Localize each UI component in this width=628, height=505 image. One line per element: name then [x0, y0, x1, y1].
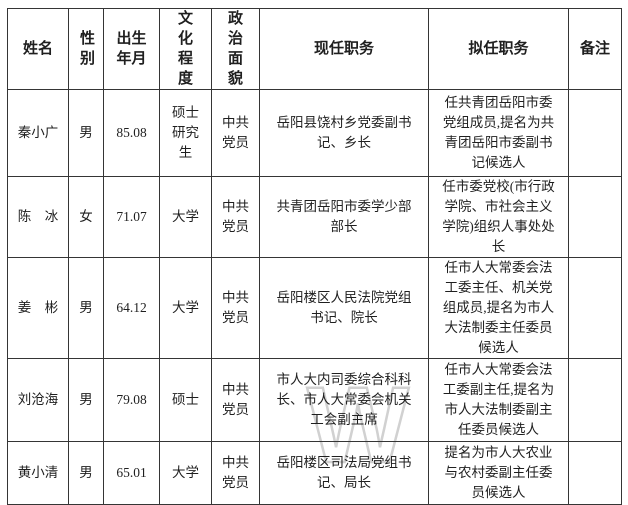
cell-birth: 65.01: [103, 441, 160, 505]
cell-political: 中共党员: [211, 358, 260, 442]
cell-proposed: 任市人大常委会法工委副主任,提名为市人大法制委副主任委员候选人: [428, 358, 569, 442]
cell-name: 刘沧海: [7, 358, 69, 442]
cell-birth: 64.12: [103, 257, 160, 359]
cell-name: 陈 冰: [7, 176, 69, 258]
cell-gender: 女: [68, 176, 104, 258]
table-row: 秦小广男 85.08 硕士研究生 中共党员 岳阳县饶村乡党委副书记、乡长 任共青团岳阳市委…: [7, 89, 622, 177]
table-row: 陈 冰女 71.07 大学 中共党员 共青团岳阳市委学少部部长 任市委党校(市行政学院、市…: [7, 176, 622, 258]
personnel-announcement-table: 姓名 性别 出生年月 文化程度 政治面貌 现任职务 拟任职务 备注 秦小广男 85…: [7, 8, 622, 505]
cell-remarks: [568, 441, 622, 505]
cell-proposed: 任市委党校(市行政学院、市社会主义学院)组织人事处处长: [428, 176, 569, 258]
cell-gender: 男: [68, 358, 104, 442]
cell-current: 共青团岳阳市委学少部部长: [259, 176, 429, 258]
header-current: 现任职务: [259, 8, 429, 90]
header-proposed: 拟任职务: [428, 8, 569, 90]
cell-current: 岳阳县饶村乡党委副书记、乡长: [259, 89, 429, 177]
cell-gender: 男: [68, 257, 104, 359]
cell-political: 中共党员: [211, 257, 260, 359]
cell-current: 岳阳楼区司法局党组书记、局长: [259, 441, 429, 505]
header-name: 姓名: [7, 8, 69, 90]
cell-birth: 85.08: [103, 89, 160, 177]
header-education: 文化程度: [159, 8, 212, 90]
cell-name: 姜 彬: [7, 257, 69, 359]
cell-birth: 71.07: [103, 176, 160, 258]
cell-gender: 男: [68, 441, 104, 505]
cell-political: 中共党员: [211, 176, 260, 258]
cell-name: 黄小清: [7, 441, 69, 505]
cell-education: 大学: [159, 257, 212, 359]
table-body: 秦小广男 85.08 硕士研究生 中共党员 岳阳县饶村乡党委副书记、乡长 任共青团岳阳市委…: [7, 89, 622, 505]
table-row: 黄小清男 65.01 大学 中共党员 岳阳楼区司法局党组书记、局长 提名为市人大农业与农村…: [7, 441, 622, 505]
header-gender: 性别: [68, 8, 104, 90]
cell-remarks: [568, 176, 622, 258]
cell-birth: 79.08: [103, 358, 160, 442]
cell-proposed: 提名为市人大农业与农村委副主任委员候选人: [428, 441, 569, 505]
cell-political: 中共党员: [211, 441, 260, 505]
table-row: 姜 彬男 64.12 大学 中共党员 岳阳楼区人民法院党组书记、院长 任市人大常委会法工委…: [7, 257, 622, 359]
cell-remarks: [568, 358, 622, 442]
cell-proposed: 任共青团岳阳市委党组成员,提名为共青团岳阳市委副书记候选人: [428, 89, 569, 177]
page-root: { "page": { "background": "#ffffff", "te…: [7, 8, 622, 505]
header-political: 政治面貌: [211, 8, 260, 90]
cell-name: 秦小广: [7, 89, 69, 177]
cell-political: 中共党员: [211, 89, 260, 177]
table-header-row: 姓名 性别 出生年月 文化程度 政治面貌 现任职务 拟任职务 备注: [7, 8, 622, 90]
table-row: 刘沧海男 79.08 硕士 中共党员 市人大内司委综合科科长、市人大常委会机关工会副主席…: [7, 358, 622, 442]
cell-education: 硕士研究生: [159, 89, 212, 177]
header-remarks: 备注: [568, 8, 622, 90]
cell-education: 硕士: [159, 358, 212, 442]
header-birth: 出生年月: [103, 8, 160, 90]
cell-current: 岳阳楼区人民法院党组书记、院长: [259, 257, 429, 359]
cell-remarks: [568, 89, 622, 177]
cell-education: 大学: [159, 441, 212, 505]
cell-gender: 男: [68, 89, 104, 177]
cell-current: 市人大内司委综合科科长、市人大常委会机关工会副主席: [259, 358, 429, 442]
cell-education: 大学: [159, 176, 212, 258]
cell-proposed: 任市人大常委会法工委主任、机关党组成员,提名为市人大法制委主任委员候选人: [428, 257, 569, 359]
cell-remarks: [568, 257, 622, 359]
